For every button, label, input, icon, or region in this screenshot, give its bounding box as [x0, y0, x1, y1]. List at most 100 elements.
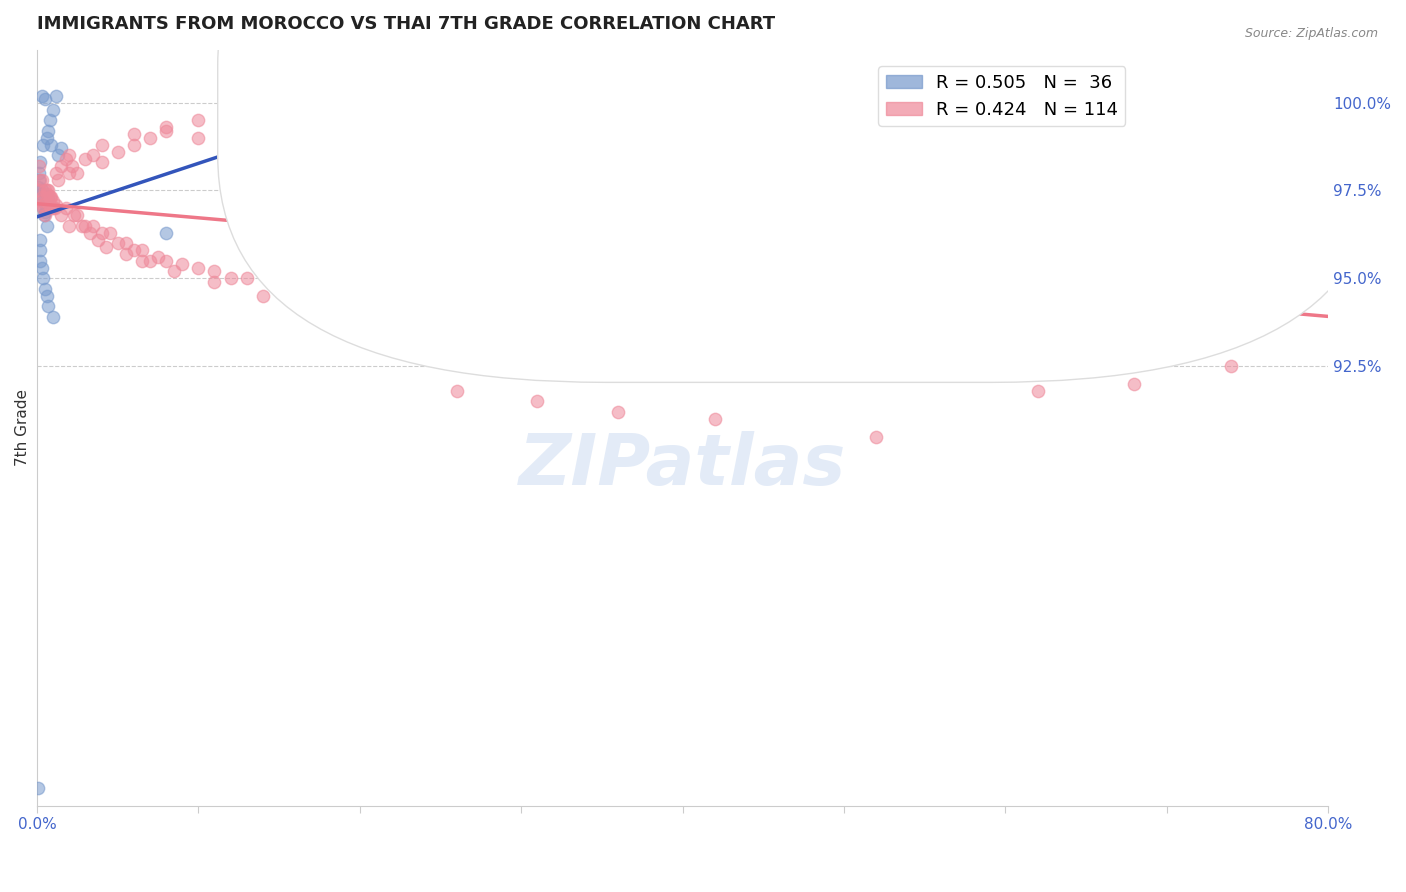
Point: [37, 190, 59, 204]
Point: [1074, 306, 1097, 320]
Point: [316, 173, 339, 187]
Point: [34, 208, 56, 222]
FancyBboxPatch shape: [218, 0, 1379, 383]
Point: [526, 394, 548, 409]
Point: [27, 173, 49, 187]
Point: [267, 113, 290, 128]
Point: [155, 253, 177, 268]
Point: [35, 183, 58, 197]
Point: [28, 243, 51, 257]
Text: ZIPatlas: ZIPatlas: [519, 431, 846, 500]
Point: [90, 137, 112, 152]
Point: [381, 306, 404, 320]
Point: [30, 155, 52, 169]
Point: [42, 194, 65, 208]
Point: [349, 296, 371, 310]
Point: [31, 183, 53, 197]
Point: [82, 148, 104, 162]
Point: [131, 253, 153, 268]
Point: [35, 194, 58, 208]
Point: [37, 300, 59, 314]
Point: [155, 124, 177, 138]
Point: [66, 208, 89, 222]
Point: [45, 166, 67, 180]
Point: [46, 148, 69, 162]
Point: [236, 271, 259, 285]
Point: [267, 103, 290, 117]
Point: [32, 201, 55, 215]
Point: [139, 253, 162, 268]
Point: [187, 113, 209, 128]
Point: [96, 240, 118, 254]
Point: [131, 243, 153, 257]
Point: [316, 289, 339, 303]
Point: [31, 197, 53, 211]
Point: [49, 141, 72, 155]
Point: [75, 219, 97, 233]
Point: [31, 201, 53, 215]
Point: [187, 130, 209, 145]
Point: [1188, 289, 1211, 303]
Point: [42, 201, 65, 215]
Point: [34, 92, 56, 106]
Point: [37, 124, 59, 138]
Point: [478, 324, 501, 338]
Point: [31, 173, 53, 187]
Point: [82, 219, 104, 233]
Point: [34, 204, 56, 219]
Point: [79, 226, 101, 240]
Point: [87, 233, 110, 247]
Point: [90, 155, 112, 169]
Point: [35, 201, 58, 215]
Point: [58, 148, 80, 162]
Point: [30, 253, 52, 268]
Point: [32, 194, 55, 208]
Point: [122, 243, 145, 257]
Point: [607, 405, 630, 419]
Point: [38, 190, 60, 204]
Point: [49, 208, 72, 222]
Point: [114, 236, 136, 251]
Point: [446, 384, 468, 398]
Point: [30, 186, 52, 201]
Point: [994, 103, 1017, 117]
Point: [671, 130, 693, 145]
Point: [146, 250, 169, 264]
Point: [163, 264, 186, 278]
Point: [30, 194, 52, 208]
Point: [35, 130, 58, 145]
Point: [429, 306, 451, 320]
Point: [42, 103, 65, 117]
Point: [510, 148, 533, 162]
Point: [543, 334, 565, 349]
Point: [1156, 92, 1178, 106]
Point: [267, 278, 290, 293]
Point: [42, 310, 65, 324]
Point: [75, 152, 97, 166]
Point: [31, 88, 53, 103]
Y-axis label: 7th Grade: 7th Grade: [15, 389, 30, 467]
Point: [35, 197, 58, 211]
Point: [252, 289, 274, 303]
Point: [45, 88, 67, 103]
Point: [510, 99, 533, 113]
Point: [752, 359, 775, 374]
Point: [1236, 95, 1258, 110]
Point: [34, 183, 56, 197]
Point: [55, 152, 77, 166]
Point: [155, 120, 177, 135]
Point: [187, 260, 209, 275]
Point: [107, 145, 129, 159]
Point: [45, 197, 67, 211]
Point: [30, 233, 52, 247]
Point: [35, 289, 58, 303]
Point: [219, 271, 242, 285]
Point: [37, 183, 59, 197]
Point: [70, 219, 93, 233]
Point: [34, 282, 56, 296]
Point: [1220, 359, 1243, 374]
Legend: R = 0.505   N =  36, R = 0.424   N = 114: R = 0.505 N = 36, R = 0.424 N = 114: [879, 66, 1125, 126]
Point: [107, 236, 129, 251]
Point: [30, 173, 52, 187]
Point: [28, 183, 51, 197]
